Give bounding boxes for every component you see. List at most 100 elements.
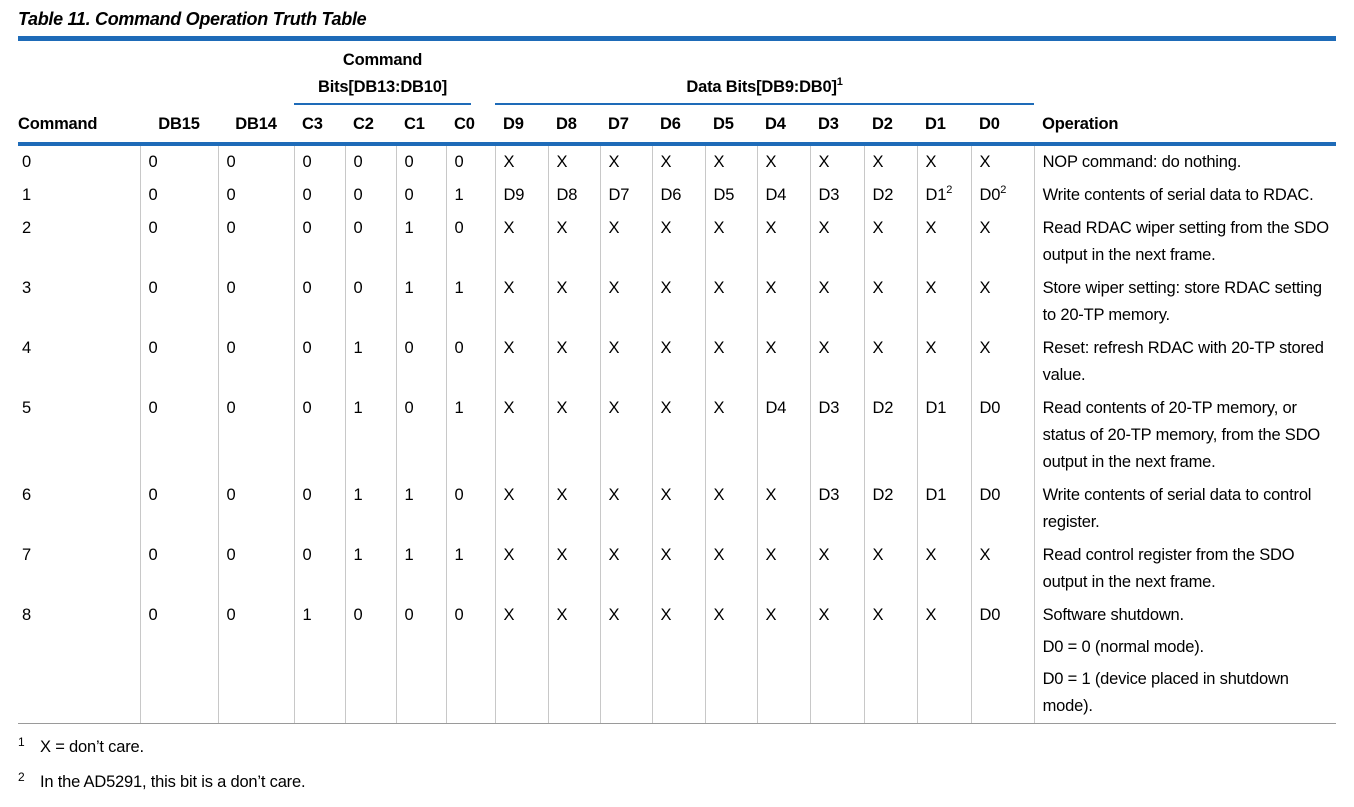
cell: D1	[916, 479, 971, 539]
cell: X	[756, 144, 810, 179]
cell: X	[756, 332, 810, 392]
cell: 0	[139, 212, 218, 272]
cell: 0	[217, 479, 294, 539]
operation-text: Reset: refresh RDAC with 20-TP stored va…	[1042, 339, 1324, 384]
cell: 0	[293, 212, 345, 272]
operation-cell: Write contents of serial data to RDAC.	[1033, 179, 1337, 212]
cell: X	[494, 539, 548, 599]
cell: 0	[293, 332, 345, 392]
cell: 1	[395, 272, 446, 332]
table-row: 1 0 0 0 0 0 1 D9 D8 D7 D6 D5 D4 D3 D2 D12 D02 Write conte…	[18, 179, 1337, 212]
cell: X	[494, 332, 548, 392]
cell: 0	[217, 179, 294, 212]
cell: 1	[445, 272, 495, 332]
cell: 0	[445, 332, 495, 392]
cell: X	[651, 392, 705, 479]
cell: 0	[293, 479, 345, 539]
cell: X	[494, 272, 548, 332]
cell: 2	[22, 219, 31, 237]
group-label: Data Bits[DB9:DB0]1	[495, 74, 1035, 105]
cell: D02	[970, 179, 1035, 212]
cell: X	[651, 212, 705, 272]
column-header: D0	[971, 105, 1035, 146]
cell: 1	[445, 539, 495, 599]
operation-text: NOP command: do nothing.	[1042, 153, 1242, 171]
column-header: C0	[446, 105, 495, 146]
cell: D0	[970, 479, 1035, 539]
cell: X	[547, 392, 600, 479]
cell: X	[916, 212, 971, 272]
cell: D4	[756, 392, 810, 479]
cell: 5	[22, 399, 31, 417]
column-header: D4	[757, 105, 810, 146]
cell: 1	[344, 332, 396, 392]
cell: 1	[395, 212, 446, 272]
cell: X	[809, 144, 864, 179]
cell: X	[863, 539, 917, 599]
cell: X	[970, 212, 1035, 272]
cell: 0	[139, 539, 218, 599]
footnotes: 1 X = don’t care. 2 In the AD5291, this bit…	[18, 728, 306, 798]
operation-cell: Read contents of 20-TP memory, or status…	[1033, 392, 1337, 479]
cell: X	[651, 479, 705, 539]
column-header: DB14	[218, 105, 294, 146]
table-row: 5 0 0 0 1 0 1 X X X X X D4 D3 D2 D1 D0 Read contents of 2…	[18, 392, 1337, 479]
column-header: D3	[810, 105, 864, 146]
cell: D7	[599, 179, 652, 212]
cell: X	[494, 212, 548, 272]
footnote: 1 X = don’t care.	[18, 728, 305, 763]
column-header: C3	[294, 105, 345, 146]
cell: 0	[139, 392, 218, 479]
cell: X	[756, 212, 810, 272]
cell: X	[547, 272, 600, 332]
cell-text: D1	[925, 186, 947, 204]
footnote-ref: 2	[1000, 184, 1007, 196]
cell: X	[863, 599, 917, 724]
cell: 1	[293, 599, 345, 724]
operation-text: Write contents of serial data to RDAC.	[1042, 186, 1314, 204]
cell: 1	[22, 186, 31, 204]
table-row: 6 0 0 0 1 1 0 X X X X X X D3 D2 D1 D0 Write contents of s…	[18, 479, 1337, 539]
cell: D0	[970, 599, 1035, 724]
cell: X	[547, 212, 600, 272]
cell: X	[916, 144, 971, 179]
cell: 0	[395, 392, 446, 479]
cell: X	[809, 332, 864, 392]
cell: D8	[547, 179, 600, 212]
cell: 6	[22, 486, 31, 504]
header-spacer	[1034, 39, 1336, 106]
operation-text: Read control register from the SDO outpu…	[1042, 546, 1295, 591]
cell: X	[651, 599, 705, 724]
cell: X	[651, 332, 705, 392]
cell: X	[547, 539, 600, 599]
cell: X	[547, 332, 600, 392]
operation-text: Read RDAC wiper setting from the SDO out…	[1042, 219, 1329, 264]
cell: X	[651, 539, 705, 599]
cell: 0	[344, 599, 396, 724]
cell: X	[547, 479, 600, 539]
cell: D5	[704, 179, 757, 212]
cell: 0	[217, 332, 294, 392]
cell: X	[494, 392, 548, 479]
cell: X	[756, 272, 810, 332]
cell: X	[704, 212, 757, 272]
table-title: Table 11. Command Operation Truth Table	[18, 9, 367, 29]
cell: 0	[395, 144, 446, 179]
cell: X	[599, 479, 652, 539]
cell: 0	[217, 272, 294, 332]
cell: 8	[18, 599, 140, 724]
cell-text: D0	[979, 186, 1001, 204]
column-header: D2	[864, 105, 917, 146]
cell: X	[970, 539, 1035, 599]
column-header: D9	[495, 105, 548, 146]
cell: X	[809, 599, 864, 724]
table-row: 0 0 0 0 0 0 0 X X X X X X X X X X NOP command: do nothing…	[18, 144, 1337, 179]
cell: X	[599, 212, 652, 272]
operation-cell: Read RDAC wiper setting from the SDO out…	[1033, 212, 1337, 272]
cell: 0	[217, 144, 294, 179]
cell: X	[704, 479, 757, 539]
cell: X	[704, 539, 757, 599]
cell: X	[756, 599, 810, 724]
column-header: D6	[652, 105, 705, 146]
cell: D6	[651, 179, 705, 212]
